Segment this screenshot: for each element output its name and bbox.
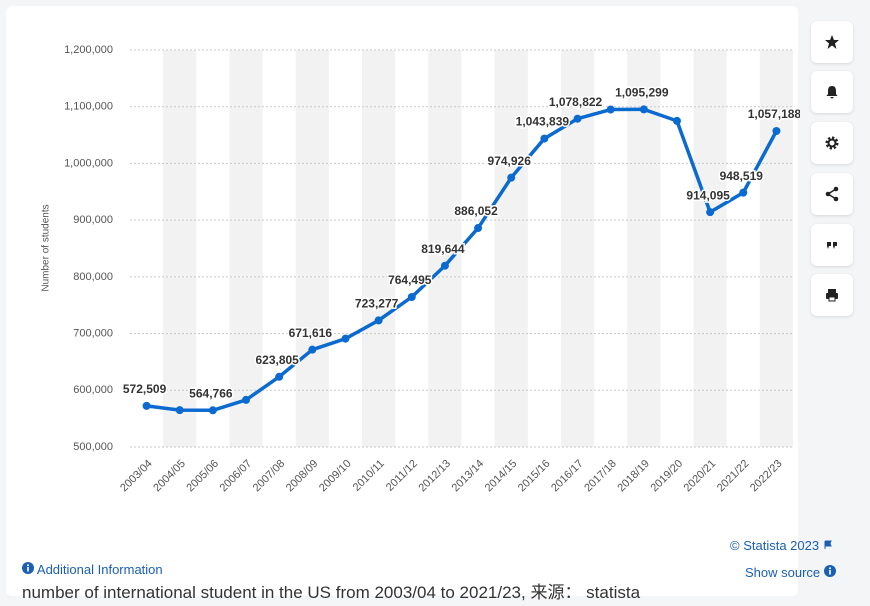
column-band (627, 50, 661, 447)
data-point (142, 401, 151, 410)
data-label: 819,644 (421, 242, 465, 256)
data-point (639, 105, 648, 114)
x-tick-label: 2012/13 (416, 458, 453, 495)
data-label: 723,277 (355, 297, 399, 311)
copyright-text[interactable]: © Statista 2023 (730, 538, 820, 553)
data-point (308, 345, 317, 354)
data-point (275, 372, 284, 381)
x-tick-label: 2005/06 (184, 458, 221, 495)
data-label: 764,495 (388, 273, 432, 287)
y-tick-label: 1,100,000 (64, 101, 113, 113)
data-point (772, 126, 781, 135)
data-point (374, 316, 383, 325)
x-tick-label: 2014/15 (483, 458, 520, 495)
y-tick-label: 1,200,000 (64, 44, 113, 56)
y-axis-title: Number of students (41, 204, 52, 291)
y-tick-label: 900,000 (73, 214, 113, 226)
additional-info[interactable]: Additional Information (22, 562, 163, 577)
x-tick-label: 2008/09 (284, 458, 321, 495)
data-label: 572,509 (123, 382, 167, 396)
x-tick-label: 2017/18 (582, 458, 619, 495)
x-tick-label: 2009/10 (317, 458, 354, 495)
favorite-button[interactable] (811, 21, 853, 63)
column-band (428, 50, 462, 447)
data-point (706, 208, 715, 217)
data-label: 671,616 (289, 326, 333, 340)
x-tick-label: 2003/04 (118, 458, 155, 495)
data-point (507, 173, 516, 182)
column-band (693, 50, 727, 447)
show-source-text[interactable]: Show source (745, 565, 821, 580)
x-tick-label: 2007/08 (251, 458, 288, 495)
column-band (560, 50, 595, 447)
data-label: 914,095 (686, 188, 730, 202)
data-point (440, 261, 449, 270)
data-point (739, 188, 748, 197)
y-tick-label: 800,000 (73, 271, 113, 283)
data-point (175, 406, 184, 415)
x-tick-label: 2015/16 (516, 458, 553, 495)
x-tick-label: 2011/12 (384, 458, 420, 494)
data-label: 948,519 (720, 169, 764, 183)
data-label: 1,043,839 (516, 115, 570, 129)
caption: number of international student in the U… (22, 583, 641, 602)
data-label: 1,078,822 (549, 95, 603, 109)
notification-button[interactable] (811, 71, 853, 113)
cite-button[interactable] (811, 224, 853, 266)
data-point (672, 116, 681, 125)
x-tick-label: 2016/17 (549, 458, 586, 495)
data-point (242, 395, 251, 404)
data-point (606, 105, 615, 114)
x-tick-label: 2006/07 (218, 458, 255, 495)
column-band (494, 50, 528, 447)
data-label: 886,052 (454, 204, 498, 218)
y-tick-label: 600,000 (73, 384, 113, 396)
data-point (341, 334, 350, 343)
x-tick-label: 2021/22 (715, 458, 752, 495)
chart-card (6, 6, 798, 596)
copyright[interactable]: © Statista 2023 (730, 538, 833, 553)
x-tick-label: 2019/20 (649, 458, 686, 495)
column-band (362, 50, 396, 447)
column-band (295, 50, 329, 447)
data-line (146, 107, 778, 413)
data-point (474, 224, 483, 233)
data-label: 564,766 (189, 386, 233, 400)
data-point (208, 406, 217, 415)
y-tick-label: 700,000 (73, 327, 113, 339)
data-point (573, 114, 582, 123)
x-tick-label: 2004/05 (151, 458, 188, 495)
additional-info-text[interactable]: Additional Information (36, 562, 163, 577)
data-label: 623,805 (255, 353, 299, 367)
column-band (759, 50, 793, 447)
x-tick-label: 2020/21 (682, 458, 719, 495)
settings-button[interactable] (811, 122, 853, 164)
chart: Number of students 500,000 600,000 700,000… (41, 44, 800, 495)
x-tick-label: 2022/23 (748, 458, 785, 495)
data-point (540, 134, 549, 143)
column-band (229, 50, 263, 447)
data-point (407, 292, 416, 301)
y-tick-label: 1,000,000 (64, 157, 113, 169)
y-tick-label: 500,000 (73, 441, 113, 453)
column-band (163, 50, 197, 447)
data-label: 974,926 (488, 154, 532, 168)
x-tick-label: 2018/19 (615, 458, 652, 495)
show-source[interactable]: Show source (745, 565, 836, 580)
x-tick-label: 2013/14 (450, 458, 487, 495)
share-button[interactable] (811, 173, 853, 215)
print-button[interactable] (811, 274, 853, 316)
x-tick-label: 2010/11 (351, 458, 387, 494)
data-label: 1,095,299 (615, 86, 669, 100)
data-label: 1,057,188 (748, 107, 800, 121)
